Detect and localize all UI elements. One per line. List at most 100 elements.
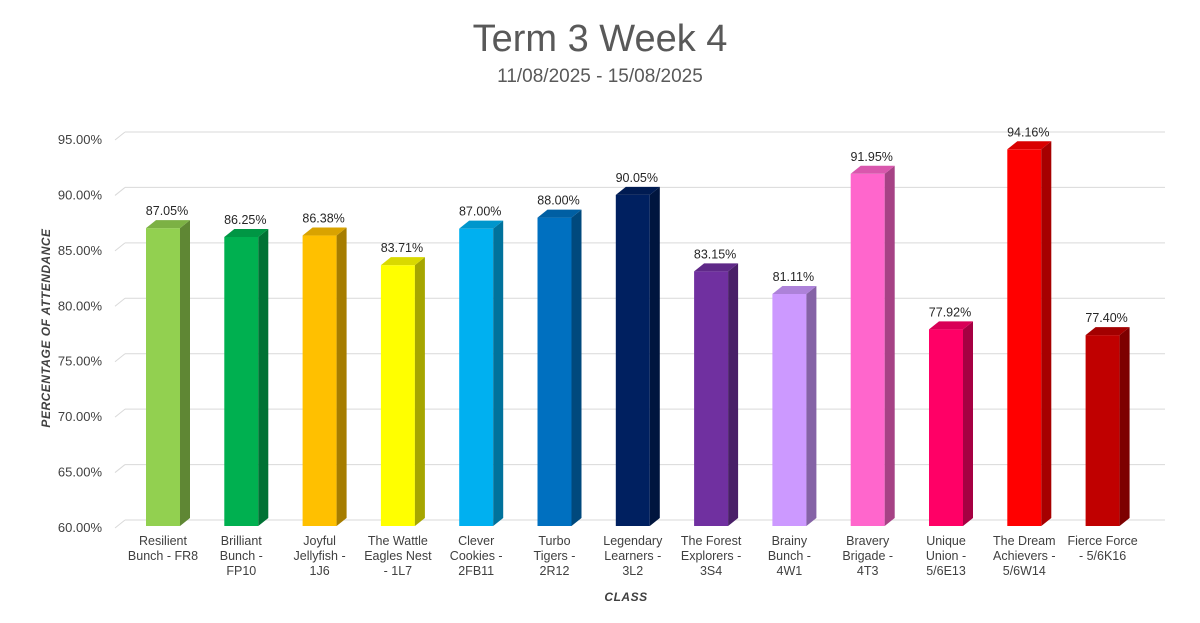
bar-front bbox=[929, 329, 963, 526]
category-label: Clever Cookies -2FB11 bbox=[450, 534, 503, 578]
y-tick-label: 95.00% bbox=[58, 132, 103, 147]
y-axis-title: PERCENTAGE OF ATTENDANCE bbox=[39, 228, 53, 428]
gridline-slant bbox=[114, 353, 126, 363]
bar bbox=[537, 209, 582, 526]
bar-front bbox=[694, 271, 729, 526]
chart-title: Term 3 Week 4 bbox=[473, 18, 728, 60]
bar-side bbox=[884, 165, 895, 526]
bars bbox=[146, 141, 1130, 527]
bar-front bbox=[537, 217, 572, 526]
bar bbox=[772, 285, 817, 526]
category-label: The Wattle Eagles Nest - 1L7 bbox=[364, 534, 432, 578]
bar-top bbox=[772, 285, 817, 294]
bar-side bbox=[571, 209, 582, 526]
data-label: 77.40% bbox=[1085, 311, 1127, 325]
bar-side bbox=[728, 263, 739, 526]
data-labels: 87.05% 86.25% 86.38% 83.71% 87.00% 88.00% 90.0… bbox=[146, 125, 1128, 325]
y-tick-label: 85.00% bbox=[58, 243, 103, 258]
data-label: 87.05% bbox=[146, 204, 188, 218]
bar-side bbox=[493, 220, 504, 526]
bar-top bbox=[1007, 141, 1052, 150]
y-tick-label: 65.00% bbox=[58, 465, 103, 480]
y-tick-label: 80.00% bbox=[58, 298, 103, 313]
bar bbox=[929, 321, 973, 526]
bar bbox=[850, 165, 895, 526]
x-axis-title: CLASS bbox=[604, 590, 647, 604]
bar-top bbox=[224, 229, 269, 237]
data-label: 86.38% bbox=[302, 212, 344, 226]
gridline-slant bbox=[114, 297, 126, 307]
bar-top bbox=[146, 220, 190, 229]
data-label: 87.00% bbox=[459, 205, 501, 219]
category-label: Unique Union -5/6E13 bbox=[926, 534, 966, 578]
bar-side bbox=[1041, 141, 1052, 526]
data-label: 83.15% bbox=[694, 247, 736, 261]
category-label: Brilliant Bunch -FP10 bbox=[220, 534, 263, 578]
bar-top bbox=[694, 263, 739, 272]
bar-top bbox=[459, 220, 504, 229]
bar-front bbox=[380, 265, 415, 526]
bar-front bbox=[772, 293, 807, 526]
chart-subtitle: 11/08/2025 - 15/08/2025 bbox=[497, 66, 703, 87]
category-label: Fierce Force - 5/6K16 bbox=[1068, 534, 1138, 563]
bar-front bbox=[459, 228, 494, 526]
bar bbox=[146, 220, 190, 527]
category-label: Resilient Bunch - FR8 bbox=[128, 534, 198, 563]
gridline-slant bbox=[114, 187, 126, 196]
category-label: Legendary Learners -3L2 bbox=[603, 534, 663, 578]
bar-top bbox=[929, 321, 973, 330]
bar-top bbox=[850, 165, 895, 174]
category-label: Joyful Jellyfish -1J6 bbox=[294, 534, 346, 578]
bar-side bbox=[258, 229, 269, 526]
category-label: Turbo Tigers -2R12 bbox=[534, 534, 576, 578]
bar-top bbox=[537, 209, 582, 218]
y-tick-label: 75.00% bbox=[58, 354, 103, 369]
y-axis-ticks: 60.00% 65.00% 70.00% 75.00% 80.00% 85.00% 90.0… bbox=[58, 132, 103, 535]
bar bbox=[302, 227, 347, 527]
data-label: 83.71% bbox=[381, 241, 423, 255]
bar-front bbox=[850, 173, 885, 526]
gridline-slant bbox=[114, 131, 126, 141]
gridline-slant bbox=[114, 519, 126, 529]
gridline-slant bbox=[114, 464, 126, 473]
data-label: 77.92% bbox=[929, 305, 971, 319]
y-tick-label: 90.00% bbox=[58, 187, 103, 202]
bar-front bbox=[224, 237, 259, 526]
category-label: The Forest Explorers -3S4 bbox=[681, 534, 742, 578]
bar-side bbox=[180, 220, 190, 527]
gridline-slant bbox=[114, 408, 126, 418]
bar-top bbox=[615, 186, 660, 195]
bar-side bbox=[414, 257, 425, 526]
y-tick-label: 60.00% bbox=[58, 520, 103, 535]
bar-side bbox=[336, 227, 347, 527]
bar bbox=[224, 229, 269, 526]
bar-top bbox=[1085, 327, 1130, 336]
category-label: Bravery Brigade -4T3 bbox=[842, 534, 893, 578]
bar-front bbox=[1007, 149, 1042, 526]
x-axis-categories: Resilient Bunch - FR8 Brilliant Bunch -FP10… bbox=[128, 534, 1138, 578]
data-label: 88.00% bbox=[537, 194, 579, 208]
bar-top bbox=[380, 257, 425, 266]
bar bbox=[380, 257, 425, 526]
bar-side bbox=[649, 186, 660, 527]
data-label: 91.95% bbox=[850, 150, 892, 164]
data-label: 90.05% bbox=[616, 171, 658, 185]
bar bbox=[615, 186, 660, 527]
category-label: The Dream Achievers -5/6W14 bbox=[993, 534, 1056, 578]
bar bbox=[694, 263, 739, 526]
bar-top bbox=[302, 227, 347, 236]
bar-front bbox=[302, 235, 337, 527]
data-label: 86.25% bbox=[224, 213, 266, 227]
bar bbox=[1085, 327, 1130, 526]
data-label: 81.11% bbox=[773, 270, 814, 284]
bar-front bbox=[615, 194, 650, 527]
y-tick-label: 70.00% bbox=[58, 409, 103, 424]
bar-front bbox=[1085, 335, 1120, 526]
bar-side bbox=[963, 321, 973, 526]
bar bbox=[1007, 141, 1052, 526]
bar-side bbox=[806, 285, 817, 526]
bar-side bbox=[1119, 327, 1130, 526]
gridline-slant bbox=[114, 242, 126, 252]
bar bbox=[459, 220, 504, 526]
